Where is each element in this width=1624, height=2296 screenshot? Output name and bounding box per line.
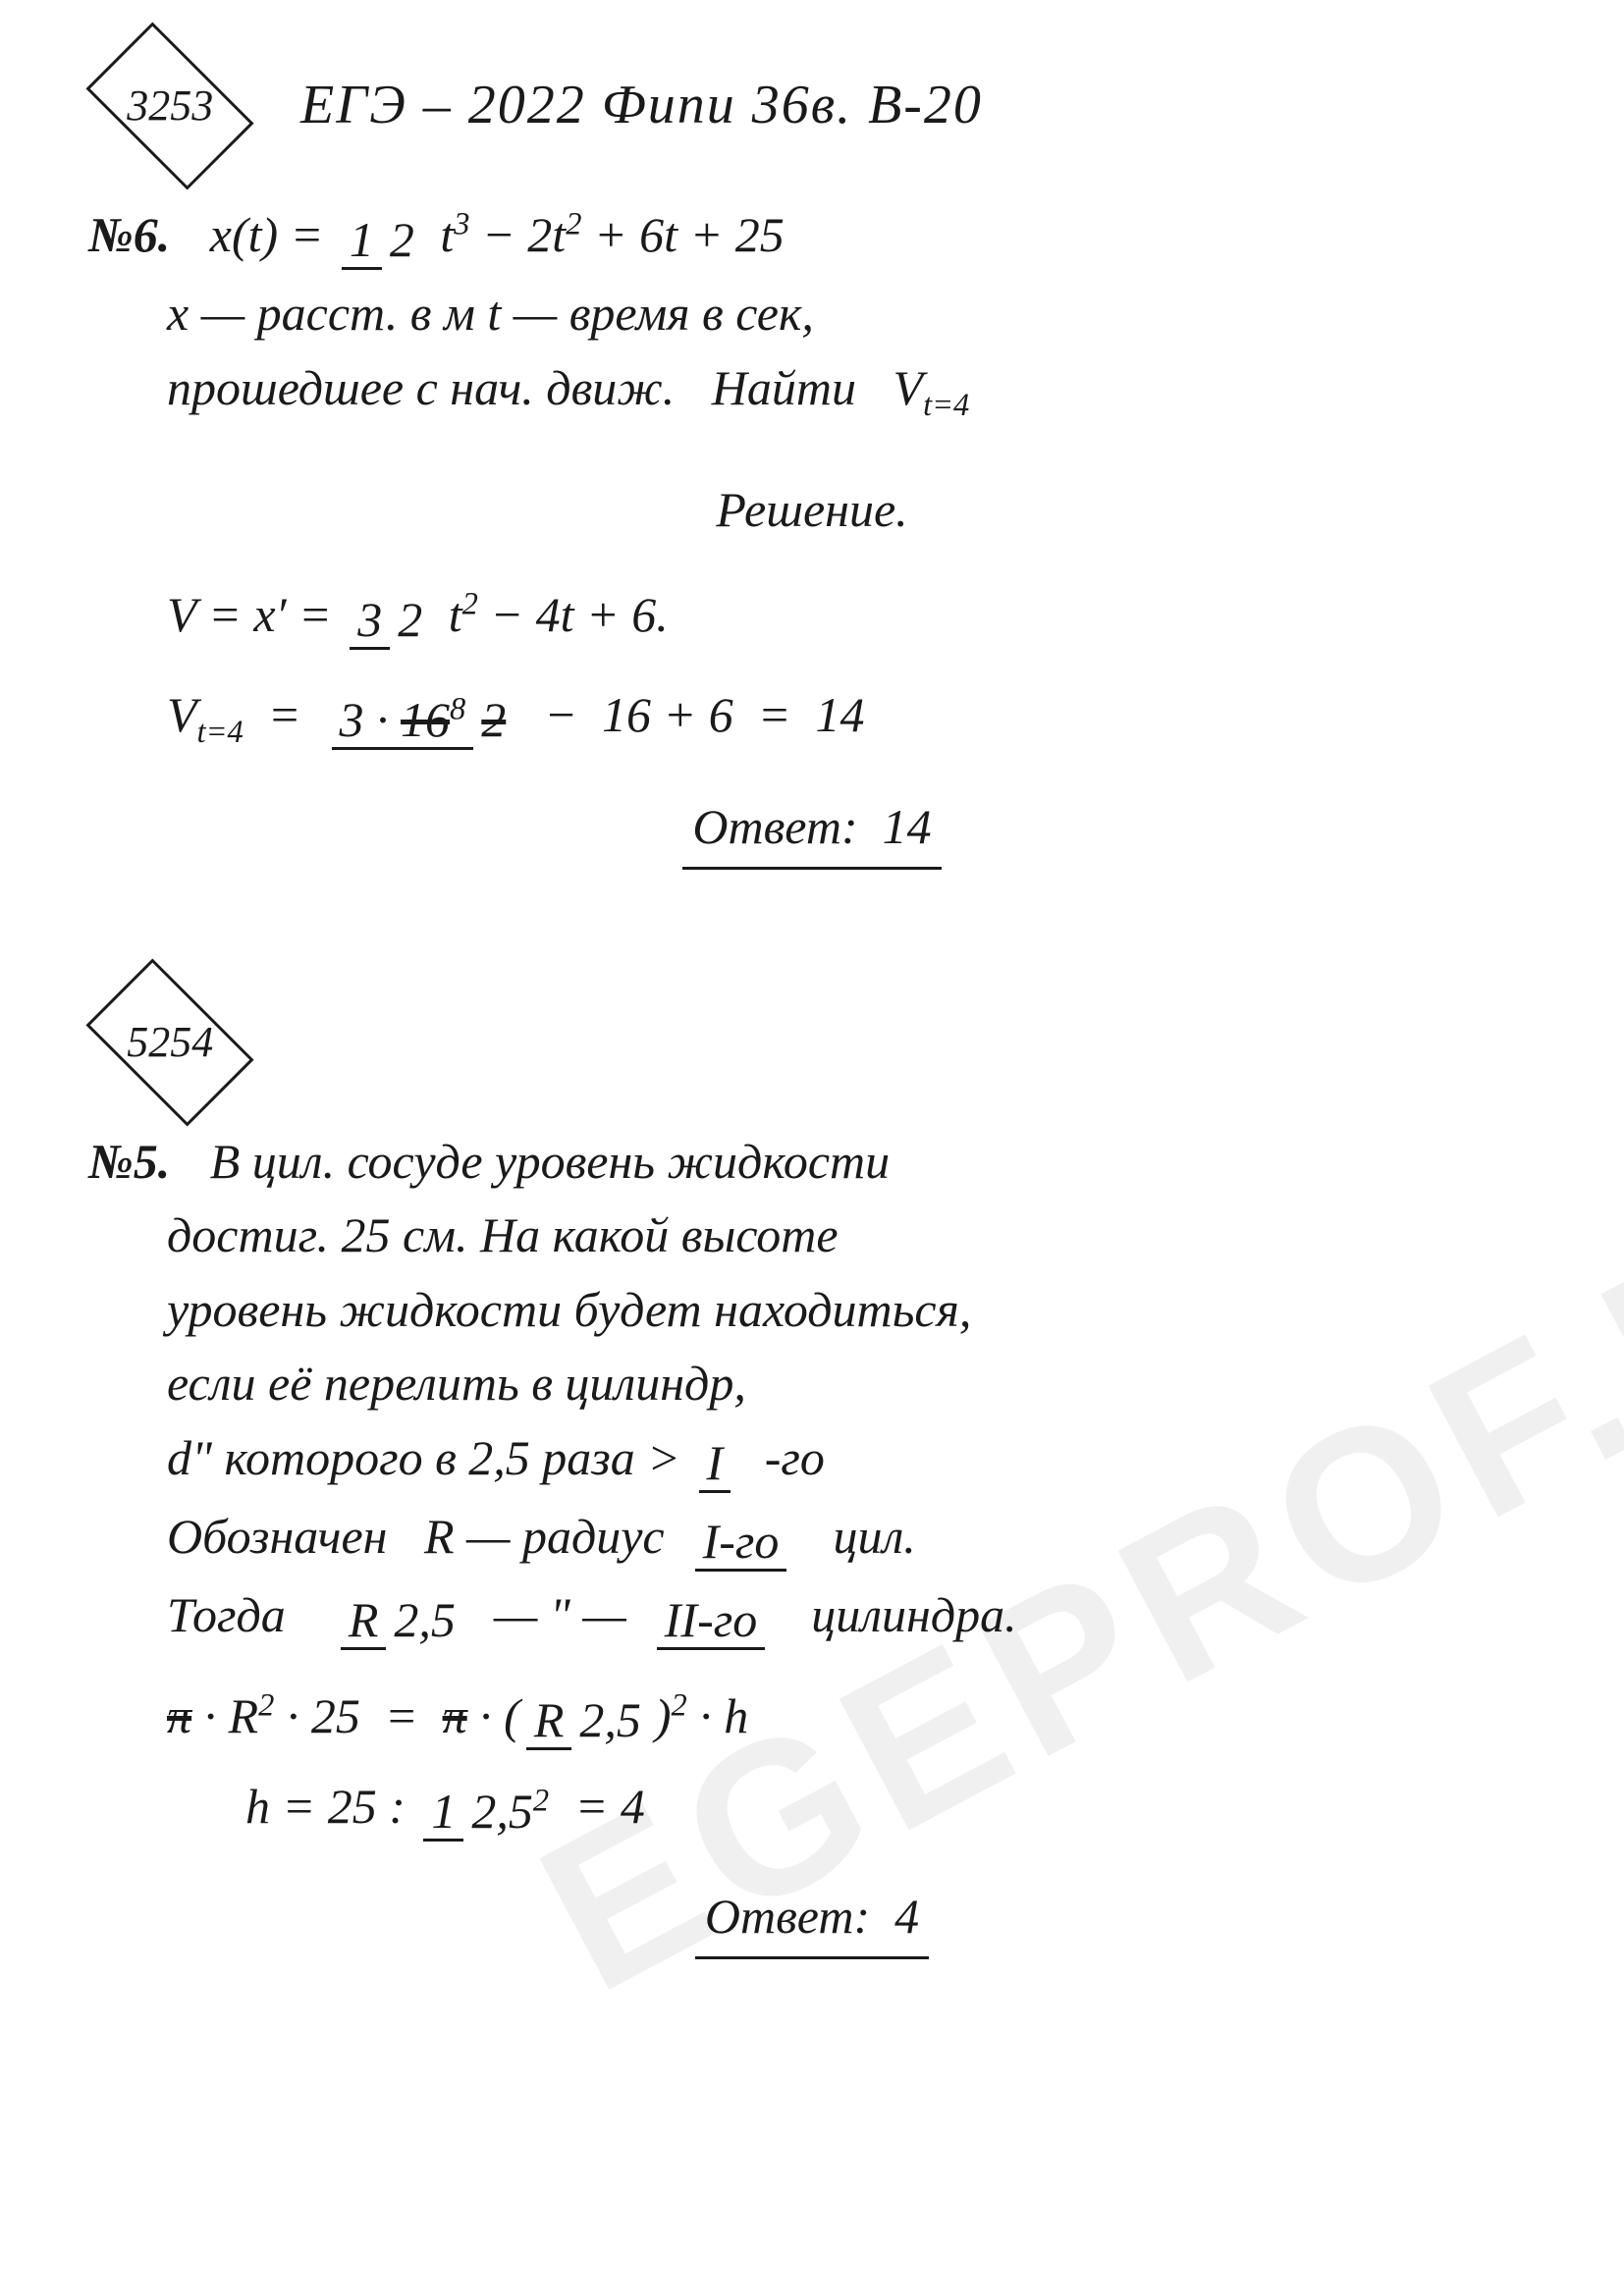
problem-6-desc-2: прошедшее с нач. движ. Найти Vt=4 xyxy=(167,355,1536,428)
problem-6-desc-1: x — расст. в м t — время в сек, xyxy=(167,281,1536,347)
answer-label: Ответ: xyxy=(692,799,857,854)
problem-id-badge-text: 3253 xyxy=(127,77,213,134)
problem-6-step-2: Vt=4 = 3 · 1682 − 16 + 6 = 14 xyxy=(167,682,1536,755)
problem-5-line-1: В цил. сосуде уровень жидкости xyxy=(210,1134,890,1189)
problem-5-eq-2: h = 25 : 12,52 = 4 xyxy=(245,1774,1536,1844)
problem-6: №6. x(t) = 12 t3 − 2t2 + 6t + 25 x — рас… xyxy=(88,202,1536,870)
answer-value-2: 4 xyxy=(894,1889,919,1944)
problem-number-2: №5. xyxy=(88,1134,170,1189)
page-title: ЕГЭ – 2022 Фипи 36в. В-20 xyxy=(300,69,983,143)
problem-5-line-6: Обозначен R — радиус I-го цил. xyxy=(167,1504,1536,1575)
problem-6-step-1: V = x′ = 32 t2 − 4t + 6. xyxy=(167,582,1536,653)
problem-6-answer: Ответ: 14 xyxy=(88,794,1536,870)
problem-5-line-5: d" которого в 2,5 раза > I -го xyxy=(167,1425,1536,1496)
answer-value: 14 xyxy=(883,799,932,854)
problem-5-line-4: если её перелить в цилиндр, xyxy=(167,1351,1536,1417)
page-header: 3253 ЕГЭ – 2022 Фипи 36в. В-20 xyxy=(88,59,1536,153)
problem-5-line-2: достиг. 25 см. На какой высоте xyxy=(167,1202,1536,1269)
problem-id-badge: 3253 xyxy=(85,22,253,189)
problem-6-formula: x(t) = 12 t3 − 2t2 + 6t + 25 xyxy=(210,207,785,262)
problem-id-badge-2-text: 5254 xyxy=(127,1013,213,1071)
problem-number: №6. xyxy=(88,207,170,262)
solution-heading: Решение. xyxy=(88,477,1536,544)
problem-5-eq-1: π · R2 · 25 = π · (R2,5)2 · h xyxy=(167,1683,1536,1754)
problem-5-answer: Ответ: 4 xyxy=(88,1884,1536,1959)
page: EGEPROF.RU 3253 ЕГЭ – 2022 Фипи 36в. В-2… xyxy=(0,0,1624,2296)
problem-5-line-7: Тогда R2,5 — " — II-го цилиндра. xyxy=(167,1582,1536,1653)
problem-5: №5. В цил. сосуде уровень жидкости дости… xyxy=(88,1129,1536,1959)
answer-label-2: Ответ: xyxy=(705,1889,870,1944)
problem-5-line-3: уровень жидкости будет находиться, xyxy=(167,1277,1536,1344)
